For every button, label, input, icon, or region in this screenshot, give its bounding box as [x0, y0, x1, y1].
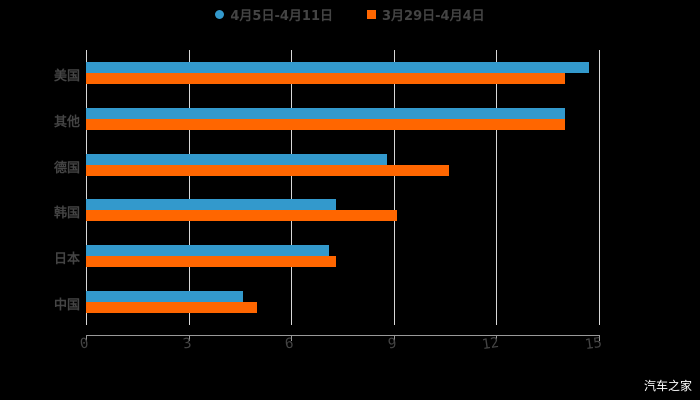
bar-series1[interactable] [86, 245, 329, 256]
bar-series1[interactable] [86, 291, 243, 302]
bar-series2[interactable] [86, 302, 257, 313]
gridline [599, 50, 600, 325]
bar-series2[interactable] [86, 73, 565, 84]
y-axis-category-label: 中国 [53, 298, 80, 313]
x-axis-tick [496, 335, 497, 341]
legend-label-series2: 3月29日-4月4日 [382, 8, 485, 24]
legend-item-series1[interactable]: 4月5日-4月11日 [215, 5, 333, 24]
gridline [394, 50, 395, 325]
y-axis-category-label: 美国 [53, 69, 80, 84]
x-axis-tick-label: 15 [583, 334, 603, 354]
y-axis-category-label: 其他 [53, 115, 80, 130]
x-axis-tick [86, 335, 87, 341]
watermark: 汽车之家 [643, 379, 692, 393]
gridline [189, 50, 190, 325]
x-axis-tick [394, 335, 395, 341]
gridline [291, 50, 292, 325]
bar-series1[interactable] [86, 199, 336, 210]
y-axis-category-label: 韩国 [53, 206, 80, 221]
x-axis-tick [189, 335, 190, 341]
y-axis-category-label: 德国 [53, 161, 80, 176]
bar-series1[interactable] [86, 154, 387, 165]
bar-series2[interactable] [86, 165, 449, 176]
bar-series2[interactable] [86, 210, 397, 221]
legend-label-series1: 4月5日-4月11日 [230, 8, 333, 24]
chart-legend: 4月5日-4月11日 3月29日-4月4日 [0, 5, 700, 24]
legend-square-icon [367, 9, 376, 19]
gridline [496, 50, 497, 325]
legend-item-series2[interactable]: 3月29日-4月4日 [367, 5, 485, 24]
bar-series1[interactable] [86, 62, 589, 73]
x-axis-tick-label: 12 [480, 334, 500, 354]
x-axis-tick [291, 335, 292, 341]
y-axis-category-label: 日本 [53, 252, 80, 267]
legend-dot-icon [215, 9, 225, 19]
bar-series2[interactable] [86, 256, 336, 267]
x-axis-line [86, 335, 600, 336]
x-axis-tick-label: 9 [386, 335, 398, 353]
bar-series2[interactable] [86, 119, 565, 130]
x-axis-tick-label: 3 [181, 335, 193, 353]
x-axis-tick-label: 6 [283, 335, 295, 353]
gridline [86, 50, 87, 325]
x-axis-tick [599, 335, 600, 341]
bar-series1[interactable] [86, 108, 565, 119]
x-axis-tick-label: 0 [78, 335, 90, 353]
